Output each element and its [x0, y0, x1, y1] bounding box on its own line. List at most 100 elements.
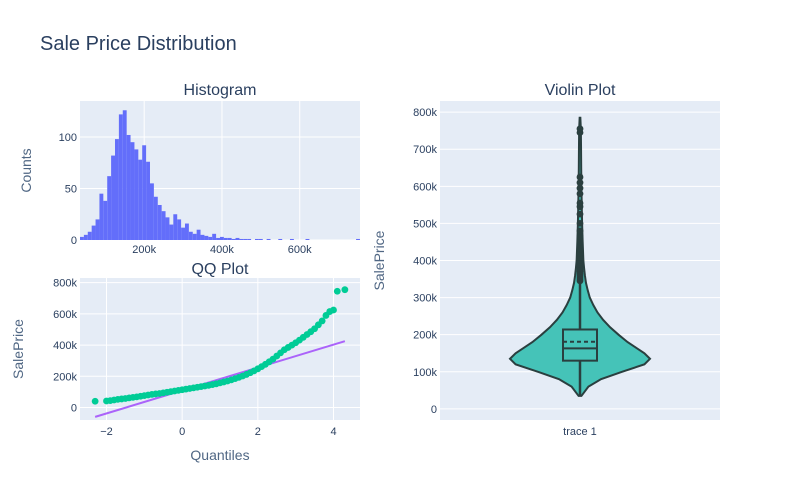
violin-y-tick-label: 100k: [413, 367, 437, 379]
violin-outlier-point: [576, 220, 584, 227]
histogram-bar: [204, 235, 209, 240]
histogram-bar: [212, 233, 217, 240]
histogram-bar: [192, 233, 197, 240]
histogram-bar: [169, 224, 174, 240]
histogram-bar: [208, 236, 213, 240]
histogram-bar: [153, 196, 158, 240]
histogram-bar: [126, 134, 131, 240]
qq-y-tick-label: 600k: [53, 309, 77, 321]
histogram-bar: [266, 238, 271, 240]
histogram-bar: [157, 204, 162, 240]
histogram-bar: [278, 238, 283, 240]
histogram-bar: [118, 114, 123, 240]
violin-y-tick-label: 500k: [413, 218, 437, 230]
qq-plot-panel: −2 0 2 4 0 200k 400k 600k 800k QQ Plot Quantiles Sa…: [10, 261, 360, 463]
histogram-bar: [247, 238, 252, 240]
histogram-bar: [219, 236, 224, 240]
histogram-bar: [305, 238, 310, 240]
qq-point: [330, 306, 337, 314]
violin-y-tick-label: 800k: [413, 107, 437, 119]
qq-point: [91, 397, 99, 405]
histogram-bar: [107, 176, 112, 240]
histogram-bar: [258, 238, 263, 240]
violin-title: Violin Plot: [545, 82, 616, 99]
histogram-bar: [95, 219, 100, 240]
violin-outlier-point: [576, 173, 584, 181]
histogram-bar: [87, 231, 92, 240]
qq-y-tick-label: 400k: [53, 340, 77, 352]
violin-outlier-point: [576, 184, 584, 192]
violin-outlier-point: [576, 238, 584, 246]
histogram-title: Histogram: [184, 82, 257, 99]
histogram-bar: [216, 237, 220, 240]
violin-outlier-point: [576, 227, 584, 235]
histogram-y-tick-label: 50: [65, 184, 77, 196]
qq-title: QQ Plot: [192, 261, 249, 278]
histogram-bar: [103, 200, 108, 240]
histogram-bar: [181, 227, 185, 240]
histogram-bar: [134, 149, 139, 240]
qq-point: [318, 317, 326, 325]
histogram-x-tick-label: 400k: [210, 244, 234, 256]
histogram-bar: [142, 145, 147, 240]
histogram-bar: [356, 238, 360, 240]
histogram-bar: [177, 219, 182, 240]
histogram-y-tick-label: 100: [59, 132, 77, 144]
histogram-bar: [80, 236, 84, 240]
violin-y-tick-label: 600k: [413, 181, 437, 193]
violin-box: [562, 328, 598, 362]
histogram-bar: [231, 238, 236, 240]
violin-plot-panel: 0 100k 200k 300k 400k 500k 600k 700k 800k trace 1…: [371, 82, 720, 438]
qq-reference-line: [94, 340, 346, 418]
histogram-x-tick-label: 200k: [132, 244, 156, 256]
histogram-bar: [289, 238, 294, 240]
histogram-bar: [223, 237, 228, 240]
qq-y-tick-label: 800k: [53, 278, 77, 290]
histogram-bar: [200, 234, 205, 240]
histogram-bar: [173, 214, 178, 240]
violin-outlier-point: [576, 232, 584, 240]
histogram-bar: [146, 161, 150, 240]
qq-x-tick-label: −2: [100, 426, 113, 438]
qq-point: [333, 287, 341, 295]
histogram-panel: 200k 400k 600k 0 50 100 Histogram Counts: [18, 82, 360, 256]
histogram-bar: [235, 237, 240, 240]
histogram-bar: [254, 238, 259, 240]
qq-x-axis-title: Quantiles: [190, 447, 249, 463]
qq-y-tick-label: 200k: [53, 371, 77, 383]
histogram-bar: [165, 217, 170, 240]
histogram-y-axis-title: Counts: [18, 148, 34, 192]
violin-outlier-point: [576, 210, 584, 218]
qq-x-tick-label: 4: [330, 426, 336, 438]
histogram-bar: [99, 193, 104, 240]
histogram-bar: [161, 211, 166, 240]
histogram-y-tick-label: 0: [71, 235, 77, 247]
histogram-bar: [196, 229, 201, 240]
violin-y-tick-label: 400k: [413, 256, 437, 268]
violin-outlier-point: [576, 190, 584, 198]
violin-y-tick-label: 200k: [413, 330, 437, 342]
histogram-bar: [122, 110, 127, 241]
violin-outlier-point: [576, 125, 584, 133]
histogram-bar: [227, 237, 232, 240]
violin-outlier-point: [576, 199, 584, 207]
chart-title: Sale Price Distribution: [40, 33, 237, 55]
histogram-bar: [184, 223, 189, 240]
qq-x-tick-label: 0: [179, 426, 185, 438]
violin-y-axis-title: SalePrice: [371, 230, 387, 290]
violin-y-tick-label: 0: [431, 404, 437, 416]
qq-point: [341, 286, 349, 294]
qq-y-tick-label: 0: [71, 403, 77, 415]
histogram-bar: [188, 231, 193, 240]
histogram-bar: [114, 139, 119, 240]
histogram-bar: [239, 238, 244, 240]
histogram-bar: [149, 183, 154, 240]
histogram-x-tick-label: 600k: [288, 244, 312, 256]
qq-y-axis-title: SalePrice: [10, 319, 26, 379]
violin-outlier-point: [576, 179, 584, 187]
violin-y-tick-label: 300k: [413, 293, 437, 305]
violin-x-tick-label: trace 1: [563, 426, 597, 438]
violin-y-tick-label: 700k: [413, 144, 437, 156]
histogram-bar: [111, 155, 115, 240]
